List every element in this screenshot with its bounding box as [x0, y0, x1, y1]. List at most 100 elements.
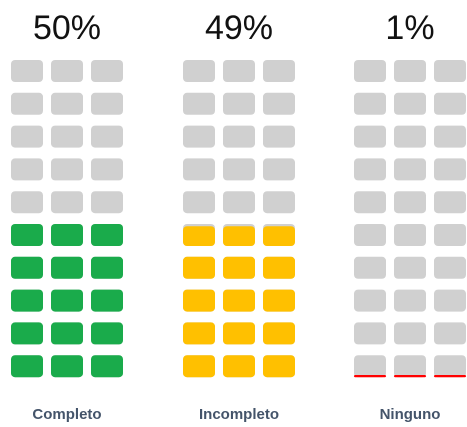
percent-label: 49%	[205, 9, 273, 47]
waffle-cell	[263, 125, 295, 148]
waffle-cell	[434, 60, 466, 82]
category-label: Completo	[32, 406, 101, 423]
waffle-fill	[223, 355, 255, 378]
waffle-cell	[51, 92, 83, 115]
percent-label: 1%	[385, 9, 434, 47]
waffle-cell	[11, 125, 43, 148]
percent-label: 50%	[33, 9, 101, 47]
waffle-cell	[263, 191, 295, 214]
waffle-cell	[434, 289, 466, 312]
waffle-cell	[434, 224, 466, 246]
waffle-cell	[394, 289, 426, 312]
waffle-cell	[354, 60, 386, 82]
waffle-fill	[51, 322, 83, 345]
waffle-cell	[354, 355, 386, 378]
waffle-cell	[394, 125, 426, 148]
waffle-cell	[394, 60, 426, 82]
waffle-fill	[51, 289, 83, 312]
waffle-cell	[11, 92, 43, 115]
waffle-cell	[434, 92, 466, 115]
waffle-fill	[263, 322, 295, 345]
waffle-fill	[223, 256, 255, 279]
waffle-cell	[223, 191, 255, 214]
waffle-fill	[183, 226, 215, 246]
waffle-fill	[354, 375, 386, 378]
waffle-fill	[223, 322, 255, 345]
waffle-fill	[91, 355, 123, 378]
waffle-fill	[91, 289, 123, 312]
waffle-cell	[51, 60, 83, 82]
waffle-cell	[183, 60, 215, 82]
waffle-cell	[354, 322, 386, 345]
waffle-cell	[354, 191, 386, 214]
waffle-cell	[263, 158, 295, 181]
waffle-fill	[11, 256, 43, 279]
waffle-cell	[11, 191, 43, 214]
waffle-cell	[91, 60, 123, 82]
waffle-cell	[434, 191, 466, 214]
waffle-cell	[394, 355, 426, 378]
waffle-cell	[434, 322, 466, 345]
waffle-fill	[91, 224, 123, 246]
waffle-cell	[223, 125, 255, 148]
waffle-cell	[394, 224, 426, 246]
category-label: Ninguno	[380, 406, 441, 423]
waffle-cell	[183, 92, 215, 115]
waffle-cell	[354, 158, 386, 181]
waffle-fill	[183, 355, 215, 378]
waffle-cell	[183, 125, 215, 148]
waffle-cell	[223, 92, 255, 115]
waffle-cell	[183, 191, 215, 214]
waffle-cell	[223, 158, 255, 181]
waffle-fill	[51, 256, 83, 279]
waffle-fill	[223, 226, 255, 246]
waffle-cell	[434, 125, 466, 148]
waffle-fill	[11, 289, 43, 312]
waffle-fill	[183, 322, 215, 345]
waffle-cell	[434, 355, 466, 378]
waffle-fill	[263, 289, 295, 312]
waffle-cell	[51, 125, 83, 148]
waffle-cell	[394, 256, 426, 279]
waffle-cell	[354, 125, 386, 148]
waffle-cell	[183, 158, 215, 181]
waffle-cell	[11, 158, 43, 181]
waffle-cell	[263, 60, 295, 82]
waffle-cell	[354, 224, 386, 246]
waffle-cell	[354, 256, 386, 279]
waffle-cell	[263, 92, 295, 115]
waffle-cell	[394, 158, 426, 181]
waffle-fill	[91, 256, 123, 279]
waffle-fill	[434, 375, 466, 378]
category-label: Incompleto	[199, 406, 279, 423]
waffle-cell	[354, 289, 386, 312]
waffle-cell	[51, 191, 83, 214]
waffle-fill	[263, 226, 295, 246]
waffle-cell	[394, 322, 426, 345]
waffle-fill	[11, 322, 43, 345]
waffle-cell	[394, 191, 426, 214]
waffle-cell	[354, 92, 386, 115]
waffle-cell	[434, 158, 466, 181]
waffle-cell	[223, 60, 255, 82]
waffle-fill	[183, 289, 215, 312]
waffle-cell	[51, 158, 83, 181]
waffle-cell	[91, 191, 123, 214]
waffle-fill	[51, 355, 83, 378]
waffle-cell	[11, 60, 43, 82]
waffle-fill	[394, 375, 426, 378]
waffle-fill	[51, 224, 83, 246]
waffle-cell	[434, 256, 466, 279]
waffle-cell	[91, 92, 123, 115]
waffle-cell	[394, 92, 426, 115]
waffle-fill	[11, 224, 43, 246]
waffle-cell	[91, 125, 123, 148]
waffle-fill	[11, 355, 43, 378]
waffle-fill	[263, 355, 295, 378]
waffle-fill	[223, 289, 255, 312]
waffle-cell	[91, 158, 123, 181]
waffle-fill	[263, 256, 295, 279]
waffle-fill	[183, 256, 215, 279]
waffle-fill	[91, 322, 123, 345]
